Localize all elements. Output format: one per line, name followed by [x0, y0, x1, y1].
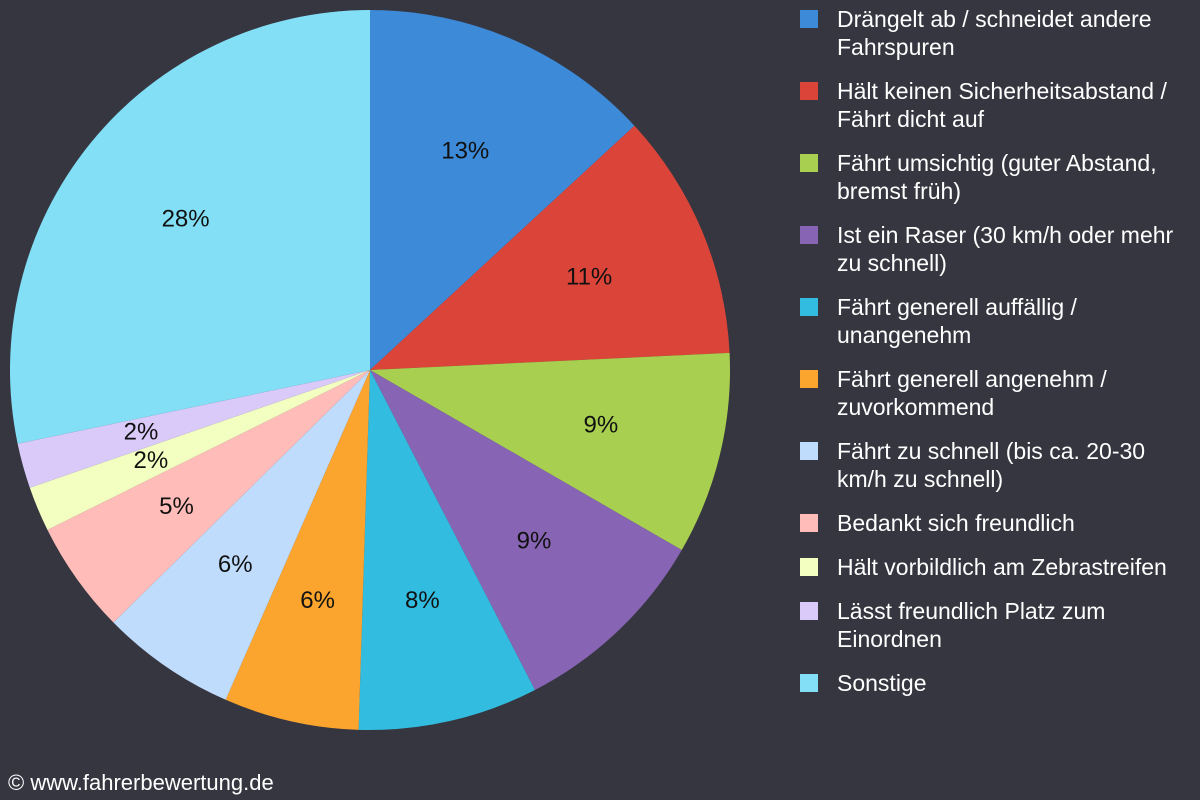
legend-label: Drängelt ab / schneidet andere Fahrspure…: [837, 6, 1152, 60]
legend-swatch: [800, 298, 818, 316]
legend-item: Drängelt ab / schneidet andere Fahrspure…: [800, 5, 1195, 61]
legend-label: Fährt zu schnell (bis ca. 20-30 km/h zu …: [837, 438, 1146, 492]
legend-swatch: [800, 82, 818, 100]
legend-item: Lässt freundlich Platz zum Einordnen: [800, 597, 1195, 653]
pie-slice: [370, 125, 730, 371]
pie-slice: [10, 10, 371, 444]
legend-item: Fährt umsichtig (guter Abstand, bremst f…: [800, 149, 1195, 205]
data-label: 13%: [441, 138, 489, 165]
pie-slice: [370, 370, 682, 690]
legend-swatch: [800, 558, 818, 576]
legend-label: Hält keinen Sicherheitsabstand / Fährt d…: [837, 78, 1167, 132]
legend-swatch: [800, 442, 818, 460]
legend-swatch: [800, 370, 818, 388]
legend-label: Fährt umsichtig (guter Abstand, bremst f…: [837, 150, 1157, 204]
legend-item: Fährt generell auffällig / unangenehm: [800, 293, 1195, 349]
data-label: 8%: [405, 587, 440, 614]
data-label: 28%: [162, 206, 210, 233]
data-label: 2%: [134, 447, 169, 474]
legend-item: Ist ein Raser (30 km/h oder mehr zu schn…: [800, 221, 1195, 277]
chart: 13% 11% 9% 9% 8% 6% 6% 5% 2%2% 28%: [10, 10, 730, 730]
legend-swatch: [800, 602, 818, 620]
legend-item: Bedankt sich freundlich: [800, 509, 1195, 537]
pie-slice: [17, 370, 371, 488]
data-label: 6%: [300, 587, 335, 614]
legend-label: Sonstige: [837, 670, 927, 696]
legend-item: Fährt generell angenehm / zuvorkommend: [800, 365, 1195, 421]
legend-label: Fährt generell angenehm / zuvorkommend: [837, 366, 1107, 420]
legend-swatch: [800, 226, 818, 244]
data-label: 6%: [218, 551, 253, 578]
legend-label: Lässt freundlich Platz zum Einordnen: [837, 598, 1106, 652]
pie-slice: [225, 370, 370, 730]
data-label: 9%: [517, 527, 552, 554]
footer: © www.fahrerbewertung.de: [8, 770, 274, 795]
legend-label: Hält vorbildlich am Zebrastreifen: [837, 554, 1167, 580]
legend-swatch: [800, 674, 818, 692]
legend-label: Bedankt sich freundlich: [837, 510, 1075, 536]
pie-slice: [370, 352, 730, 550]
legend-swatch: [800, 154, 818, 172]
legend-swatch: [800, 10, 818, 28]
legend-label: Ist ein Raser (30 km/h oder mehr zu schn…: [837, 222, 1174, 276]
legend-item: Hält keinen Sicherheitsabstand / Fährt d…: [800, 77, 1195, 133]
legend: Drängelt ab / schneidet andere Fahrspure…: [800, 5, 1195, 713]
data-label: 9%: [584, 411, 619, 438]
legend-item: Sonstige: [800, 669, 1195, 697]
pie-slice: [358, 370, 535, 730]
legend-label: Fährt generell auffällig / unangenehm: [837, 294, 1077, 348]
data-label: 5%: [159, 493, 194, 520]
pie-slice: [29, 370, 370, 530]
legend-item: Fährt zu schnell (bis ca. 20-30 km/h zu …: [800, 437, 1195, 493]
pie-slice: [47, 370, 371, 623]
data-label: 2%: [124, 419, 159, 446]
legend-swatch: [800, 514, 818, 532]
pie-slice: [113, 370, 370, 700]
legend-item: Hält vorbildlich am Zebrastreifen: [800, 553, 1195, 581]
pie-slice: [370, 10, 635, 370]
data-label: 11%: [566, 264, 612, 291]
